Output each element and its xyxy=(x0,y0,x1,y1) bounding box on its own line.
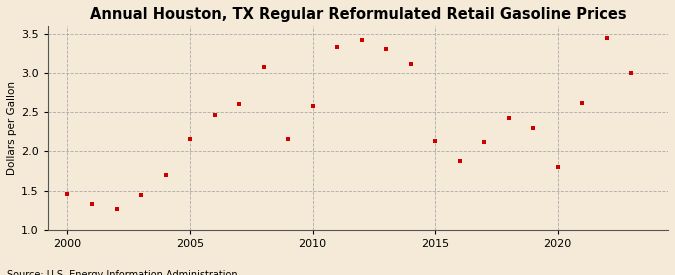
Point xyxy=(405,62,416,67)
Point xyxy=(160,173,171,177)
Point xyxy=(185,137,196,141)
Point xyxy=(283,137,294,141)
Point xyxy=(209,112,220,117)
Title: Annual Houston, TX Regular Reformulated Retail Gasoline Prices: Annual Houston, TX Regular Reformulated … xyxy=(90,7,626,22)
Point xyxy=(62,191,73,196)
Point xyxy=(601,35,612,40)
Point xyxy=(381,47,392,52)
Point xyxy=(528,126,539,130)
Point xyxy=(331,45,342,49)
Point xyxy=(356,38,367,42)
Y-axis label: Dollars per Gallon: Dollars per Gallon xyxy=(7,81,17,175)
Text: Source: U.S. Energy Information Administration: Source: U.S. Energy Information Administ… xyxy=(7,271,238,275)
Point xyxy=(86,202,97,206)
Point xyxy=(307,104,318,108)
Point xyxy=(259,65,269,70)
Point xyxy=(430,139,441,143)
Point xyxy=(234,101,244,106)
Point xyxy=(479,140,489,144)
Point xyxy=(136,193,146,197)
Point xyxy=(577,101,588,105)
Point xyxy=(454,159,465,163)
Point xyxy=(626,71,637,75)
Point xyxy=(111,207,122,211)
Point xyxy=(504,116,514,120)
Point xyxy=(552,165,563,169)
